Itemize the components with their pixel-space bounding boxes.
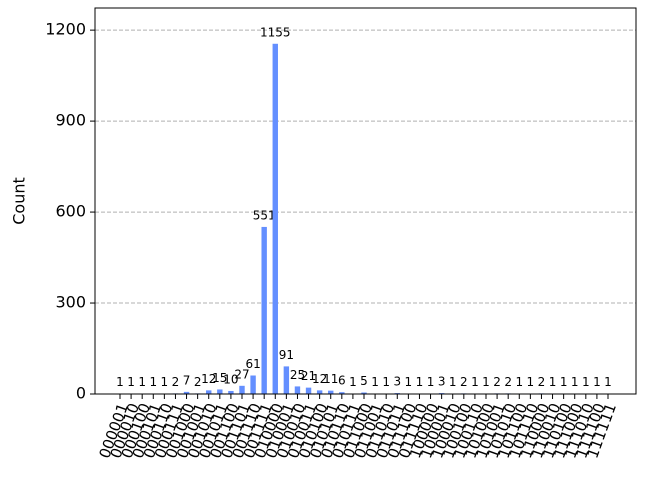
value-label: 27 bbox=[234, 367, 249, 381]
bar bbox=[328, 390, 334, 394]
bar bbox=[283, 366, 290, 394]
bar bbox=[339, 392, 345, 394]
value-label: 1 bbox=[571, 375, 579, 389]
value-label: 25 bbox=[290, 368, 305, 382]
value-label: 2 bbox=[538, 375, 546, 389]
bar bbox=[361, 392, 367, 394]
bar bbox=[206, 390, 212, 394]
y-tick-label: 600 bbox=[55, 202, 86, 221]
bar bbox=[294, 386, 301, 394]
value-label: 1 bbox=[482, 375, 490, 389]
bar bbox=[272, 43, 278, 394]
y-tick-label: 0 bbox=[76, 384, 86, 403]
value-label: 2 bbox=[460, 375, 468, 389]
bar bbox=[183, 391, 190, 394]
y-tick-label: 1200 bbox=[45, 20, 86, 39]
value-label: 21 bbox=[301, 369, 316, 383]
value-label: 1155 bbox=[260, 25, 291, 39]
value-label: 7 bbox=[183, 373, 191, 387]
value-label: 12 bbox=[201, 372, 216, 386]
value-label: 1 bbox=[471, 375, 479, 389]
value-label: 3 bbox=[393, 375, 401, 389]
value-label: 1 bbox=[549, 375, 557, 389]
value-label: 1 bbox=[405, 375, 413, 389]
value-label: 1 bbox=[527, 375, 535, 389]
value-label: 91 bbox=[279, 348, 294, 362]
value-label: 1 bbox=[149, 375, 157, 389]
value-label: 1 bbox=[427, 375, 435, 389]
value-label: 12 bbox=[312, 372, 327, 386]
value-label: 1 bbox=[116, 375, 124, 389]
value-label: 11 bbox=[323, 372, 338, 386]
y-tick-label: 300 bbox=[55, 293, 86, 312]
plot-frame bbox=[94, 7, 637, 395]
y-tick-label: 900 bbox=[55, 111, 86, 130]
bar bbox=[316, 390, 323, 394]
value-label: 15 bbox=[212, 371, 227, 385]
value-label: 1 bbox=[593, 375, 601, 389]
value-label: 5 bbox=[360, 374, 368, 388]
y-axis-label: Count bbox=[10, 177, 29, 225]
value-label: 6 bbox=[338, 374, 346, 388]
bar bbox=[250, 375, 256, 394]
value-label: 551 bbox=[253, 208, 276, 222]
bar bbox=[305, 387, 312, 394]
value-label: 1 bbox=[560, 375, 568, 389]
value-label: 1 bbox=[416, 375, 424, 389]
value-label: 1 bbox=[161, 375, 169, 389]
bar bbox=[217, 389, 223, 394]
value-label: 1 bbox=[371, 375, 379, 389]
bar bbox=[228, 390, 234, 394]
bar bbox=[261, 226, 267, 394]
value-label: 1 bbox=[138, 375, 146, 389]
value-label: 2 bbox=[504, 375, 512, 389]
value-label: 2 bbox=[493, 375, 501, 389]
value-label: 10 bbox=[223, 372, 238, 386]
value-label: 3 bbox=[438, 375, 446, 389]
value-label: 61 bbox=[245, 357, 260, 371]
bar bbox=[239, 385, 245, 394]
value-label: 1 bbox=[582, 375, 590, 389]
value-label: 1 bbox=[382, 375, 390, 389]
value-label: 1 bbox=[349, 375, 357, 389]
value-label: 1 bbox=[515, 375, 523, 389]
value-label: 2 bbox=[194, 375, 202, 389]
value-label: 1 bbox=[449, 375, 457, 389]
value-label: 1 bbox=[604, 375, 612, 389]
value-label: 1 bbox=[127, 375, 135, 389]
value-label: 2 bbox=[172, 375, 180, 389]
